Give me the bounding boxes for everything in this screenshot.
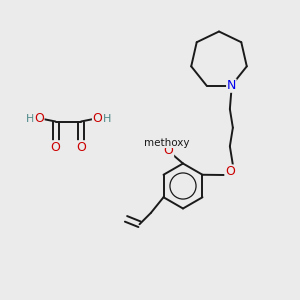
Text: H: H [103, 113, 112, 124]
Text: O: O [164, 144, 173, 158]
Text: O: O [51, 141, 60, 154]
Text: H: H [26, 113, 34, 124]
Text: O: O [34, 112, 44, 125]
Text: O: O [93, 112, 102, 125]
Text: O: O [225, 165, 235, 178]
Text: O: O [76, 141, 86, 154]
Text: N: N [227, 79, 236, 92]
Text: methoxy: methoxy [144, 137, 190, 148]
